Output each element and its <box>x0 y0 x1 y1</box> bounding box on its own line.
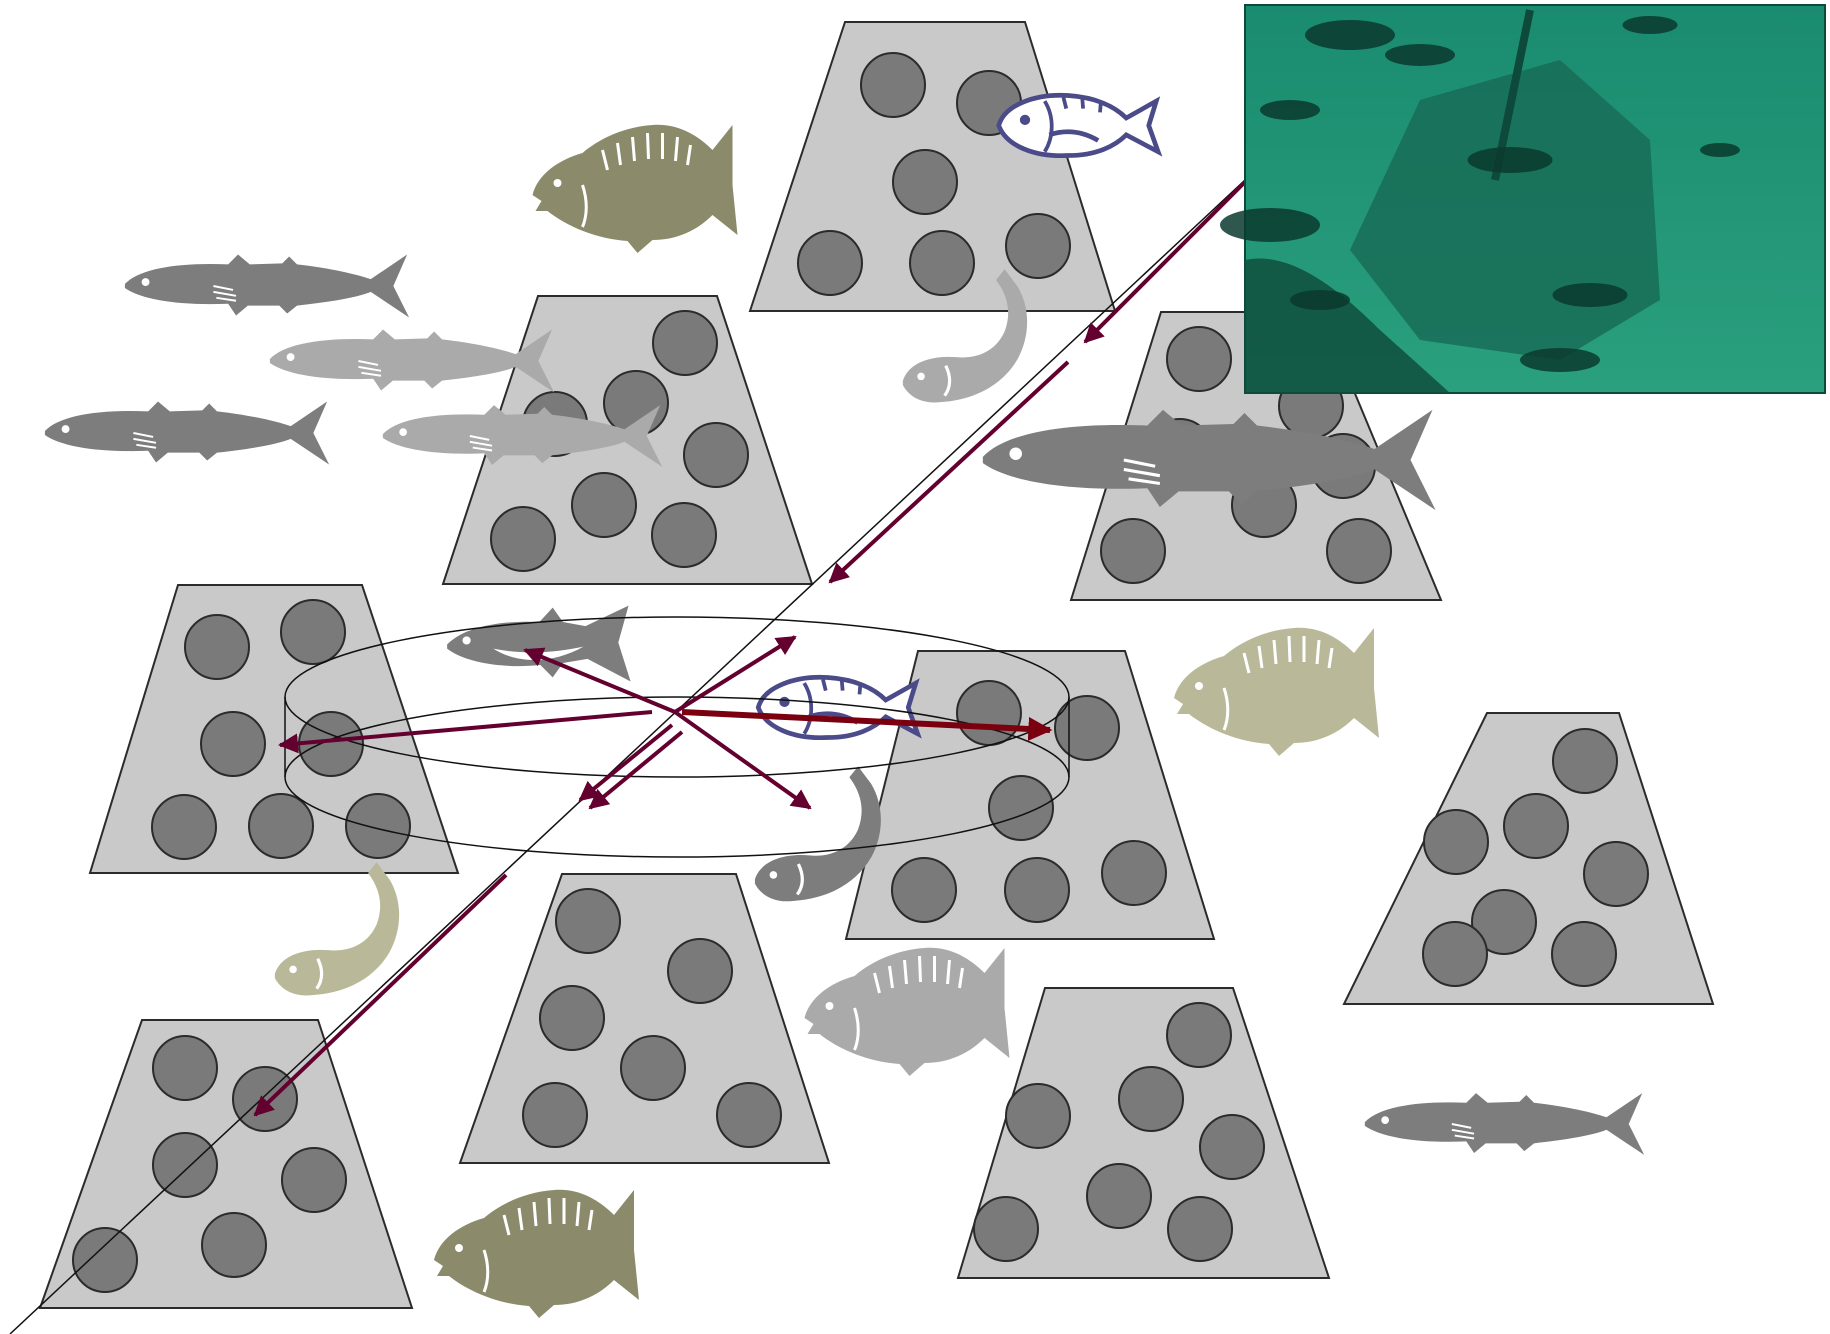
underwater-reef-photo <box>1220 4 1826 394</box>
reef-block-hole <box>1005 213 1071 279</box>
fish-silhouette <box>1385 44 1455 66</box>
arrow-down-left-2 <box>578 723 674 802</box>
arrow-to-left-block <box>278 710 653 754</box>
reef-block-hole <box>988 775 1054 841</box>
reef-block-hole <box>280 599 346 665</box>
leaping-fish-icon <box>273 860 401 998</box>
reef-block-hole <box>1101 840 1167 906</box>
sea-bream-icon <box>758 677 917 737</box>
reef-block-hole <box>683 422 749 488</box>
mackerel-icon <box>43 400 331 466</box>
reef-block-hole <box>152 1132 218 1198</box>
reef-block-hole <box>1503 793 1569 859</box>
reef-block-top-center <box>748 21 1117 312</box>
reef-block-hole <box>1005 1083 1071 1149</box>
reef-block-hole <box>1552 728 1618 794</box>
reef-block-hole <box>797 230 863 296</box>
reef-block-hole <box>860 52 926 118</box>
fish-silhouette <box>1520 348 1600 372</box>
reef-block-hole <box>973 1196 1039 1262</box>
reef-block-hole <box>651 502 717 568</box>
reef-block-hole <box>151 794 217 860</box>
sea-bream-icon <box>999 95 1158 155</box>
arrow-down-left-1 <box>588 730 684 810</box>
reef-block-hole <box>539 985 605 1051</box>
reef-block-hole <box>1100 518 1166 584</box>
reef-block-hole <box>1166 1002 1232 1068</box>
reef-block-hole <box>152 1035 218 1101</box>
reef-block-hole <box>1326 518 1392 584</box>
arrow-down-to-upper-block <box>828 360 1070 584</box>
reef-block-hole <box>892 149 958 215</box>
arrow-up-right <box>673 635 797 714</box>
reef-block-middle-left <box>88 584 460 874</box>
reef-block-hole <box>184 614 250 680</box>
arrow-to-right-block <box>681 709 1053 741</box>
reef-block-hole <box>201 1212 267 1278</box>
reef-block-hole <box>652 310 718 376</box>
reef-block-hole <box>1551 921 1617 987</box>
reef-block-hole <box>1199 1114 1265 1180</box>
fish-silhouette <box>1290 290 1350 310</box>
underwater-photo <box>1220 4 1826 394</box>
mackerel-icon <box>123 253 411 319</box>
reef-block-bottom-left <box>38 1019 414 1309</box>
reef-block-hole <box>555 888 621 954</box>
arrow-to-tuna <box>523 647 676 714</box>
bream-icon <box>432 1188 641 1320</box>
reef-block-lower-center <box>458 873 831 1164</box>
reef-block-hole <box>909 230 975 296</box>
fish-silhouette <box>1220 208 1320 242</box>
reef-block-hole <box>571 472 637 538</box>
reef-block-hole <box>1054 695 1120 761</box>
tuna-icon <box>447 605 631 682</box>
reef-block-hole <box>232 1066 298 1132</box>
bream-icon <box>530 123 740 255</box>
reef-block-hole <box>72 1227 138 1293</box>
reef-block-hole <box>281 1147 347 1213</box>
reef-block-lower-right <box>956 987 1331 1279</box>
reef-block-hole <box>1086 1163 1152 1229</box>
fish-silhouette <box>1260 100 1320 120</box>
reef-block-hole <box>248 793 314 859</box>
fish-silhouette <box>1622 16 1678 34</box>
reef-block-body <box>1342 712 1715 1005</box>
fish-silhouette <box>1467 147 1553 173</box>
reef-block-hole <box>620 1035 686 1101</box>
diagonal-line <box>9 179 1246 1334</box>
reef-block-hole <box>1422 921 1488 987</box>
fish-silhouette <box>1305 20 1395 50</box>
reef-block-far-right <box>1342 712 1715 1005</box>
sound-paths <box>9 179 1247 1334</box>
arrow-to-bottom-left-block <box>253 873 508 1117</box>
reef-block-hole <box>1167 1196 1233 1262</box>
reef-block-body <box>38 1019 414 1309</box>
reef-block-hole <box>1423 809 1489 875</box>
reef-block-hole <box>522 1082 588 1148</box>
reef-block-hole <box>1471 889 1537 955</box>
reef-block-hole <box>1004 857 1070 923</box>
bream-icon <box>802 946 1012 1078</box>
reef-block-hole <box>200 711 266 777</box>
fish-silhouette <box>1552 283 1628 307</box>
reef-block-hole <box>345 793 411 859</box>
reef-block-hole <box>1118 1066 1184 1132</box>
arrow-down-right <box>673 710 812 810</box>
arrow-down-to-top-block <box>1083 180 1247 344</box>
fish-silhouette <box>1700 143 1740 157</box>
reef-block-hole <box>1583 841 1649 907</box>
reef-block-hole <box>891 857 957 923</box>
reef-block-hole <box>716 1082 782 1148</box>
reef-block-hole <box>490 506 556 572</box>
reef-block-body <box>956 987 1331 1279</box>
reef-block-hole <box>1166 326 1232 392</box>
bream-icon <box>1172 626 1381 758</box>
reef-block-hole <box>667 938 733 1004</box>
mackerel-icon <box>1363 1092 1646 1156</box>
